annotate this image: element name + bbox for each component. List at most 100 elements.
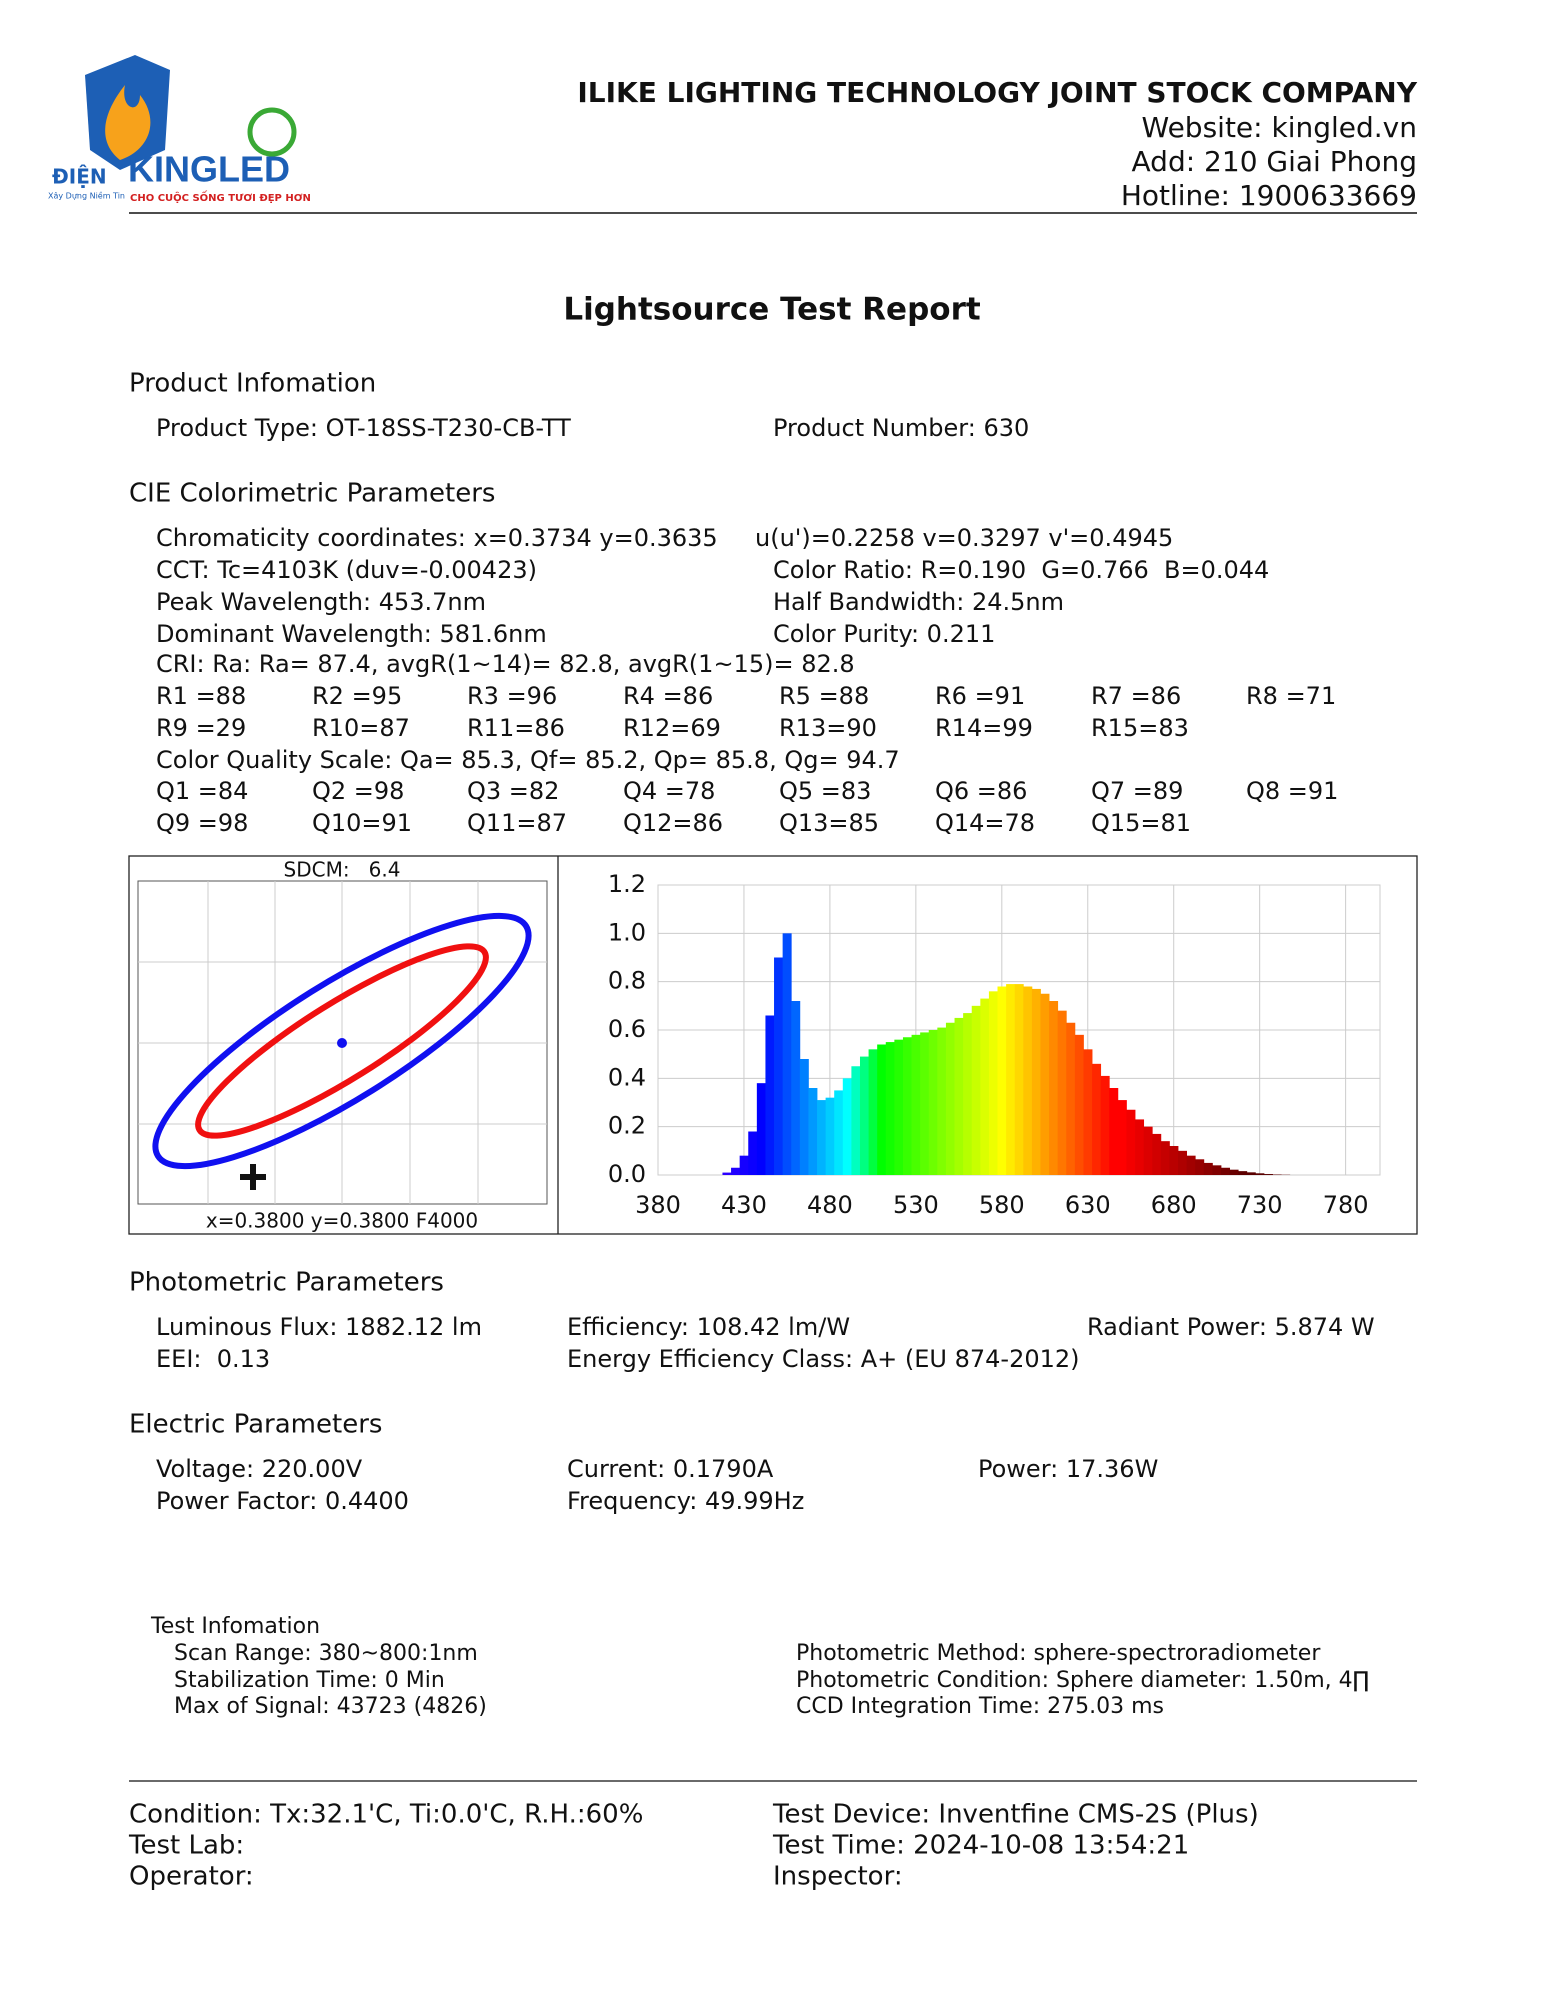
spectrum-bar xyxy=(782,933,792,1175)
spectrum-bar xyxy=(1135,1119,1145,1175)
spectrum-bar xyxy=(791,1001,801,1175)
section-heading: Photometric Parameters xyxy=(129,1268,444,1298)
q-value: Q10=91 xyxy=(312,809,412,837)
spectrum-bar xyxy=(877,1044,887,1175)
hotline: Hotline: 1900633669 xyxy=(1121,179,1417,212)
spectrum-bar xyxy=(859,1056,869,1175)
address: Add: 210 Giai Phong xyxy=(1132,145,1417,178)
spectrum-bar xyxy=(1014,984,1024,1175)
spectrum-bar xyxy=(971,1005,981,1175)
spectrum-bar xyxy=(902,1037,912,1175)
spectrum-bar xyxy=(954,1017,964,1175)
x-tick-label: 680 xyxy=(1151,1191,1197,1219)
r-value: R13=90 xyxy=(779,714,877,742)
spectrum-bar xyxy=(1100,1075,1110,1175)
field: Max of Signal: 43723 (4826) xyxy=(174,1694,487,1719)
q-value: Q5 =83 xyxy=(779,777,871,805)
r-value: R11=86 xyxy=(467,714,565,742)
field: CRI: Ra: Ra= 87.4, avgR(1~14)= 82.8, avg… xyxy=(156,650,855,678)
x-tick-label: 480 xyxy=(807,1191,853,1219)
spectrum-bar xyxy=(722,1172,732,1175)
footer-field: Condition: Tx:32.1'C, Ti:0.0'C, R.H.:60% xyxy=(129,1800,643,1830)
spectrum-bar xyxy=(885,1042,895,1175)
r-value: R2 =95 xyxy=(312,682,402,710)
spectrum-bar xyxy=(748,1131,758,1175)
field: Scan Range: 380~800:1nm xyxy=(174,1641,478,1666)
spectrum-bar xyxy=(928,1030,938,1175)
spectrum-bar xyxy=(988,991,998,1175)
spectrum-bar xyxy=(731,1167,741,1175)
spectrum-bar xyxy=(799,1059,809,1175)
spectrum-bar xyxy=(842,1078,852,1175)
q-value: Q4 =78 xyxy=(623,777,715,805)
q-value: Q8 =91 xyxy=(1246,777,1338,805)
spectrum-bar xyxy=(1083,1049,1093,1175)
spectrum-bar xyxy=(1023,986,1033,1175)
section-heading: Product Infomation xyxy=(129,369,376,399)
field: Chromaticity coordinates: x=0.3734 y=0.3… xyxy=(156,524,718,552)
r-value: R12=69 xyxy=(623,714,721,742)
q-value: Q2 =98 xyxy=(312,777,404,805)
spectrum-bar xyxy=(1143,1126,1153,1175)
spectrum-bar xyxy=(1160,1141,1170,1175)
spectrum-bar xyxy=(1074,1034,1084,1175)
spectrum-bar xyxy=(1169,1146,1179,1175)
spectrum-bar xyxy=(825,1097,835,1175)
footer-field: Test Time: 2024-10-08 13:54:21 xyxy=(772,1831,1189,1861)
q-value: Q14=78 xyxy=(935,809,1035,837)
y-tick-label: 0.0 xyxy=(608,1160,646,1188)
spectrum-bar xyxy=(1049,1001,1059,1175)
spectrum-bar xyxy=(756,1083,766,1175)
spectrum-bar xyxy=(911,1034,921,1175)
logo-slogan: CHO CUỘC SỐNG TƯƠI ĐẸP HƠN xyxy=(130,189,311,204)
website: Website: kingled.vn xyxy=(1142,111,1417,144)
r-value: R7 =86 xyxy=(1091,682,1181,710)
spectrum-bar xyxy=(937,1027,947,1175)
r-value: R4 =86 xyxy=(623,682,713,710)
field: Frequency: 49.99Hz xyxy=(567,1487,804,1515)
field: CCT: Tc=4103K (duv=-0.00423) xyxy=(156,556,537,584)
field: CCD Integration Time: 275.03 ms xyxy=(796,1694,1164,1719)
spectrum-bar xyxy=(920,1032,930,1175)
spectrum-bar xyxy=(1006,984,1016,1175)
spectrum-bar xyxy=(1229,1169,1239,1175)
r-value: R3 =96 xyxy=(467,682,557,710)
spectrum-bar xyxy=(1178,1150,1188,1175)
logo-text: ĐIỆN xyxy=(52,165,107,189)
logo xyxy=(85,55,297,170)
field: Current: 0.1790A xyxy=(567,1455,774,1483)
field: EEI: 0.13 xyxy=(156,1345,270,1373)
field: Photometric Method: sphere-spectroradiom… xyxy=(796,1641,1321,1666)
field: Energy Efficiency Class: A+ (EU 874-2012… xyxy=(567,1345,1080,1373)
field: Efficiency: 108.42 lm/W xyxy=(567,1313,850,1341)
y-tick-label: 0.4 xyxy=(608,1063,646,1091)
q-value: Q7 =89 xyxy=(1091,777,1183,805)
spectrum-bar xyxy=(851,1066,861,1175)
spectrum-bar xyxy=(1263,1174,1273,1175)
spectrum-bar xyxy=(739,1155,749,1175)
q-value: Q12=86 xyxy=(623,809,723,837)
spectrum-bar xyxy=(1186,1155,1196,1175)
field: Color Quality Scale: Qa= 85.3, Qf= 85.2,… xyxy=(156,746,900,774)
field: Power: 17.36W xyxy=(978,1455,1158,1483)
logo-bulb xyxy=(247,107,297,157)
r-value: R14=99 xyxy=(935,714,1033,742)
field: Color Purity: 0.211 xyxy=(773,620,995,648)
measured-point xyxy=(337,1038,347,1048)
spectrum-bar xyxy=(1109,1088,1119,1175)
spectrum-bar xyxy=(1092,1063,1102,1175)
field: Photometric Condition: Sphere diameter: … xyxy=(796,1668,1369,1693)
sdcm-label: SDCM: 6.4 xyxy=(284,858,401,882)
spectrum-bar xyxy=(945,1022,955,1175)
q-value: Q6 =86 xyxy=(935,777,1027,805)
spectrum-bar xyxy=(1117,1100,1127,1175)
spectrum-bar xyxy=(1195,1159,1205,1175)
q-value: Q13=85 xyxy=(779,809,879,837)
spectrum-bar xyxy=(808,1088,818,1175)
field: Luminous Flux: 1882.12 lm xyxy=(156,1313,482,1341)
footer-field: Operator: xyxy=(129,1862,254,1892)
logo-tagline: Xây Dựng Niềm Tin xyxy=(48,191,125,202)
q-value: Q1 =84 xyxy=(156,777,248,805)
y-tick-label: 1.0 xyxy=(608,918,646,946)
